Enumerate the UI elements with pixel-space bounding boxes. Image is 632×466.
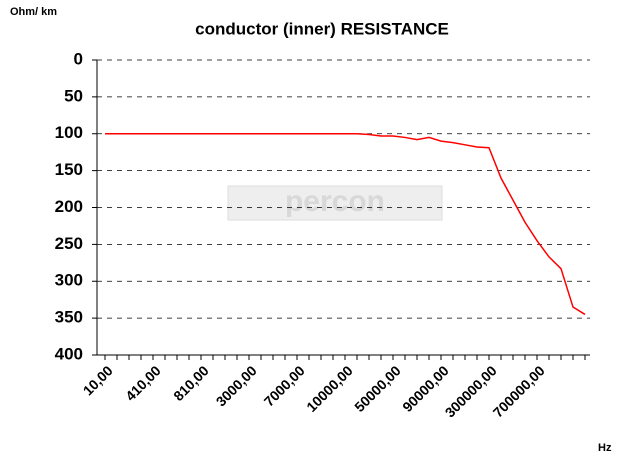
x-tick-label: 3000,00 <box>213 362 260 409</box>
y-tick-label: 0 <box>74 49 83 68</box>
y-tick-label: 100 <box>55 123 83 142</box>
y-axis-label: Ohm/ km <box>10 6 57 18</box>
x-tick-label: 7000,00 <box>261 362 308 409</box>
x-tick-label: 410,00 <box>122 362 164 404</box>
y-tick-label: 350 <box>55 308 83 327</box>
x-tick-label: 10000,00 <box>303 362 356 415</box>
data-line <box>105 133 586 316</box>
x-tick-label: 700000,00 <box>490 362 548 420</box>
chart-title: conductor (inner) RESISTANCE <box>195 19 449 38</box>
watermark: percon <box>227 185 443 221</box>
y-tick-label: 200 <box>55 197 83 216</box>
x-tick-label: 10,00 <box>80 362 116 398</box>
y-tick-label: 400 <box>55 344 83 363</box>
x-tick-label: 50000,00 <box>351 362 404 415</box>
x-tick-label: 810,00 <box>170 362 212 404</box>
watermark-box <box>227 185 443 221</box>
y-tick-label: 300 <box>55 271 83 290</box>
y-tick-label: 150 <box>55 160 83 179</box>
y-tick-label: 250 <box>55 234 83 253</box>
y-tick-label: 50 <box>64 86 83 105</box>
x-axis-label: Hz <box>598 442 612 454</box>
watermark-text: percon <box>285 185 385 218</box>
